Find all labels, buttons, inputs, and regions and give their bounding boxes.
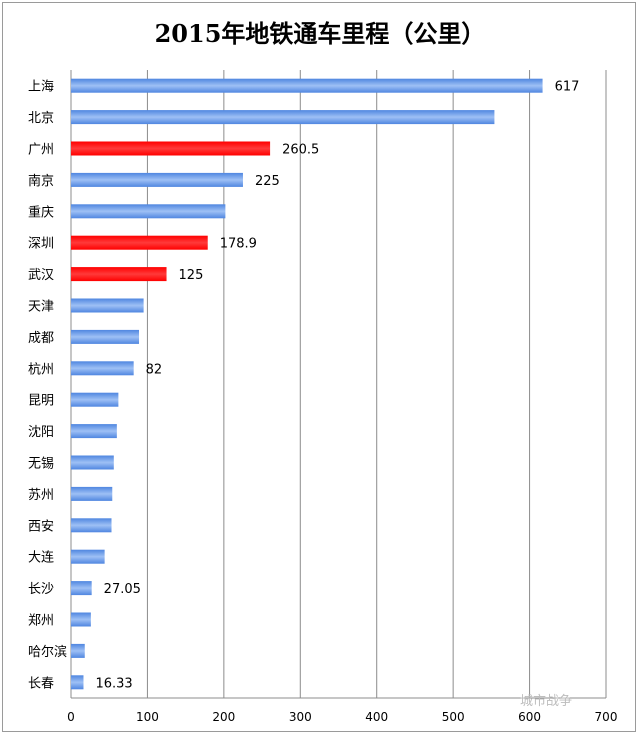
bar <box>71 581 92 596</box>
category-label: 苏州 <box>28 487 54 503</box>
bar <box>71 424 117 439</box>
bar <box>71 141 271 156</box>
bar <box>71 172 243 187</box>
x-tick-label: 100 <box>136 710 159 724</box>
bar <box>71 549 105 564</box>
bar <box>71 204 226 219</box>
bar <box>71 392 119 407</box>
data-label: 617 <box>555 80 580 95</box>
bar <box>71 361 134 376</box>
category-label: 长春 <box>28 676 54 691</box>
bar <box>71 110 495 125</box>
data-label: 125 <box>179 268 204 283</box>
x-tick-label: 0 <box>67 710 75 724</box>
bar <box>71 235 208 250</box>
bar <box>71 78 543 93</box>
category-label: 杭州 <box>28 362 54 377</box>
bar <box>71 486 113 501</box>
data-label: 27.05 <box>104 582 141 597</box>
x-tick-label: 200 <box>212 710 235 724</box>
x-tick-label: 300 <box>289 710 312 724</box>
bar <box>71 298 144 313</box>
chart-title: 2015年地铁通车里程（公里） <box>154 19 486 48</box>
category-label: 昆明 <box>28 394 54 409</box>
bar <box>71 643 85 658</box>
category-label: 重庆 <box>28 204 54 220</box>
data-label: 178.9 <box>220 237 257 252</box>
category-label: 沈阳 <box>28 425 54 440</box>
x-tick-label: 400 <box>365 710 388 724</box>
data-label: 82 <box>146 362 163 377</box>
category-label: 上海 <box>28 80 54 95</box>
data-label: 260.5 <box>282 143 319 158</box>
data-label: 225 <box>255 174 280 189</box>
bar <box>71 518 112 533</box>
category-label: 无锡 <box>28 457 54 472</box>
category-label: 深圳 <box>28 237 54 252</box>
watermark: 城市战争 <box>520 694 573 709</box>
category-label: 武汉 <box>28 268 54 283</box>
category-label: 西安 <box>28 519 54 534</box>
x-tick-label: 600 <box>518 710 541 724</box>
bar <box>71 612 91 627</box>
x-tick-label: 700 <box>595 710 618 724</box>
category-label: 南京 <box>28 173 54 189</box>
category-label: 长沙 <box>28 582 54 597</box>
category-label: 大连 <box>28 550 54 566</box>
x-tick-label: 500 <box>442 710 465 724</box>
category-label: 北京 <box>28 111 54 126</box>
bar <box>71 675 84 690</box>
category-label: 天津 <box>28 300 54 315</box>
bar <box>71 267 167 282</box>
category-label: 哈尔滨 <box>28 644 67 660</box>
data-label: 16.33 <box>95 676 132 691</box>
category-label: 成都 <box>28 331 54 346</box>
bar <box>71 329 140 344</box>
bar <box>71 455 114 470</box>
category-label: 郑州 <box>28 614 54 629</box>
category-label: 广州 <box>28 143 54 158</box>
